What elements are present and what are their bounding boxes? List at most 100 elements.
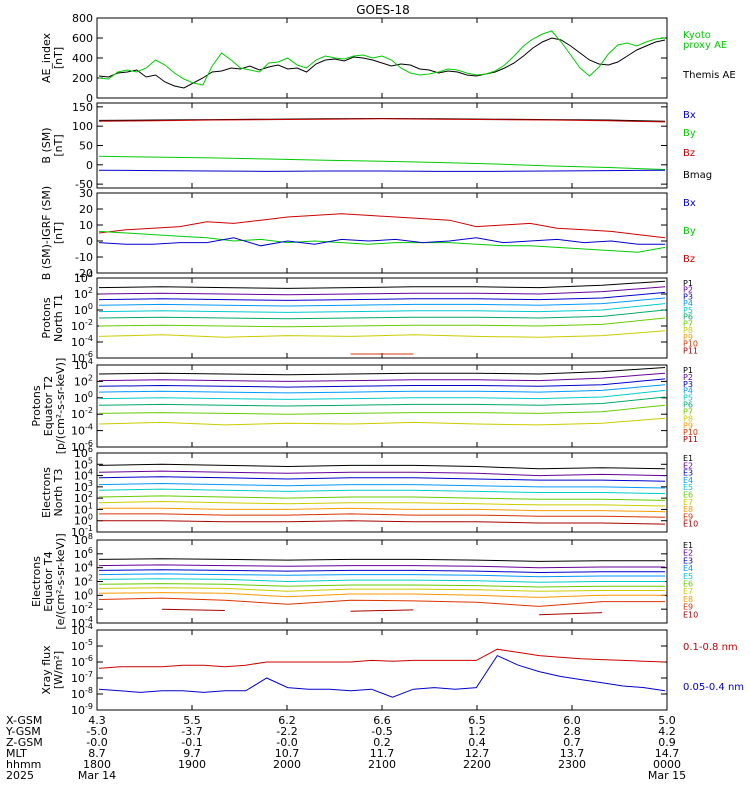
x-row-value: 0.2 [373,736,391,749]
y-axis-label: North T3 [52,469,65,517]
x-row-value: 6.6 [373,714,391,727]
y-tick-base: 10 [74,589,88,602]
series-line-e2 [98,564,665,569]
x-row-label: X-GSM [6,714,42,727]
legend-entry: Bx [683,110,696,121]
y-tick-exponent: 0 [88,390,93,399]
series-line-p2 [98,286,666,296]
y-tick-label: 800 [72,12,93,25]
series-line-p4 [98,384,666,394]
y-tick-label: 100 [74,513,93,528]
legend-entry: P3 [683,292,693,301]
y-axis-label: [e/(cm²-s-sr-keV)] [54,533,67,629]
y-tick-base: 10 [71,704,85,717]
y-tick-exponent: 4 [88,270,93,279]
series-line-by [98,155,666,170]
y-tick-label: 101 [74,501,93,516]
y-tick-exponent: -4 [85,622,93,631]
x-row-value: 1.2 [468,725,486,738]
legend-entry: E3 [683,469,693,478]
y-tick-label: 104 [74,560,93,575]
y-tick-exponent: -7 [85,670,93,679]
x-row-label: Y-GSM [5,725,41,738]
y-tick-label: 10-9 [71,702,93,717]
y-tick-label: 102 [74,574,93,589]
y-axis-label: Electrons [30,556,43,607]
legend-entry: 0.1-0.8 nm [683,642,738,653]
legend-entry: Bz [683,254,695,265]
legend-entry: proxy AE [683,40,727,51]
y-tick-label: 600 [72,32,93,45]
y-tick-exponent: -4 [85,423,93,432]
y-tick-base: 10 [74,359,88,372]
series-line-e8 [99,507,666,513]
y-axis-label: AE_index [40,32,53,83]
legend-entry: E9 [683,512,693,521]
y-tick-label: 50 [79,140,93,153]
x-row-value: 0.4 [468,736,486,749]
y-tick-base: 10 [74,304,88,317]
series-line-e4 [98,482,666,489]
legend-entry: Kyoto [683,30,711,41]
series-line-e10 [161,608,603,616]
y-tick-label: -20 [75,267,93,280]
legend-entry: E2 [683,461,693,470]
series-line-p2 [98,372,666,382]
legend-entry: P3 [683,380,693,389]
y-tick-label: 106 [74,445,93,460]
y-tick-base: 10 [74,534,88,547]
x-row-value: 4.2 [658,725,676,738]
y-axis-label: [nT] [52,134,65,156]
y-tick-exponent: 2 [88,574,93,583]
y-axis-label: [nT] [52,47,65,69]
panel-bigrf: -20 -10 0 10 20 30 B (SM)-IGRF (SM) [nT] Bx By Bz [40,186,696,280]
series-line-p8 [98,330,666,338]
y-tick-label: 105 [74,456,93,471]
y-tick-label: 10-2 [71,318,93,333]
legend-entry: P8 [683,414,693,423]
x-row-value: 2200 [463,758,491,771]
legend-entry: E6 [683,491,693,500]
y-tick-exponent: 4 [88,357,93,366]
y-axis-label: Electrons [40,467,53,518]
x-row-value: 12.7 [465,747,490,760]
y-tick-exponent: -2 [85,406,93,415]
y-tick-exponent: -1 [85,524,93,533]
legend-entry: E7 [683,498,693,507]
y-tick-exponent: 4 [88,560,93,569]
y-axis-label: [W/m²] [52,651,65,689]
x-row-value: 2000 [273,758,301,771]
x-row-value: 1800 [83,758,111,771]
series-line-0-05-0-4-nm [98,654,666,698]
series-line-e3 [98,569,665,574]
y-axis-label: B (SM) [40,127,53,163]
x-row-label: MLT [6,747,27,760]
legend-entry: P1 [683,279,693,288]
x-row-value: 8.7 [88,747,106,760]
y-tick-exponent: 8 [88,532,93,541]
y-tick-label: 100 [74,390,93,405]
y-tick-base: 10 [71,425,85,438]
y-tick-label: 400 [72,52,93,65]
panel-frame [96,629,668,711]
y-tick-label: 10-5 [71,638,93,653]
y-tick-label: 0 [86,235,93,248]
y-tick-base: 10 [71,320,85,333]
x-row-value: 4.3 [88,714,106,727]
x-row-value: -0.0 [86,736,107,749]
y-tick-exponent: -5 [85,638,93,647]
series-line-e5 [98,488,666,495]
y-axis-label: Xray flux [40,645,53,695]
series-line-e9 [98,597,665,607]
series-line-e6 [98,495,666,501]
y-tick-exponent: -9 [85,702,93,711]
x-row-value: -0.0 [276,736,297,749]
x-axis-info: X-GSM 4.3 5.5 6.2 6.6 6.5 6.0 5.0Y-GSM -5.0 -3.7-… [5,714,686,782]
legend-entry: E10 [683,520,698,529]
x-row-value: 5.0 [658,714,676,727]
legend-entry: P9 [683,421,693,430]
y-tick-base: 10 [71,526,85,539]
